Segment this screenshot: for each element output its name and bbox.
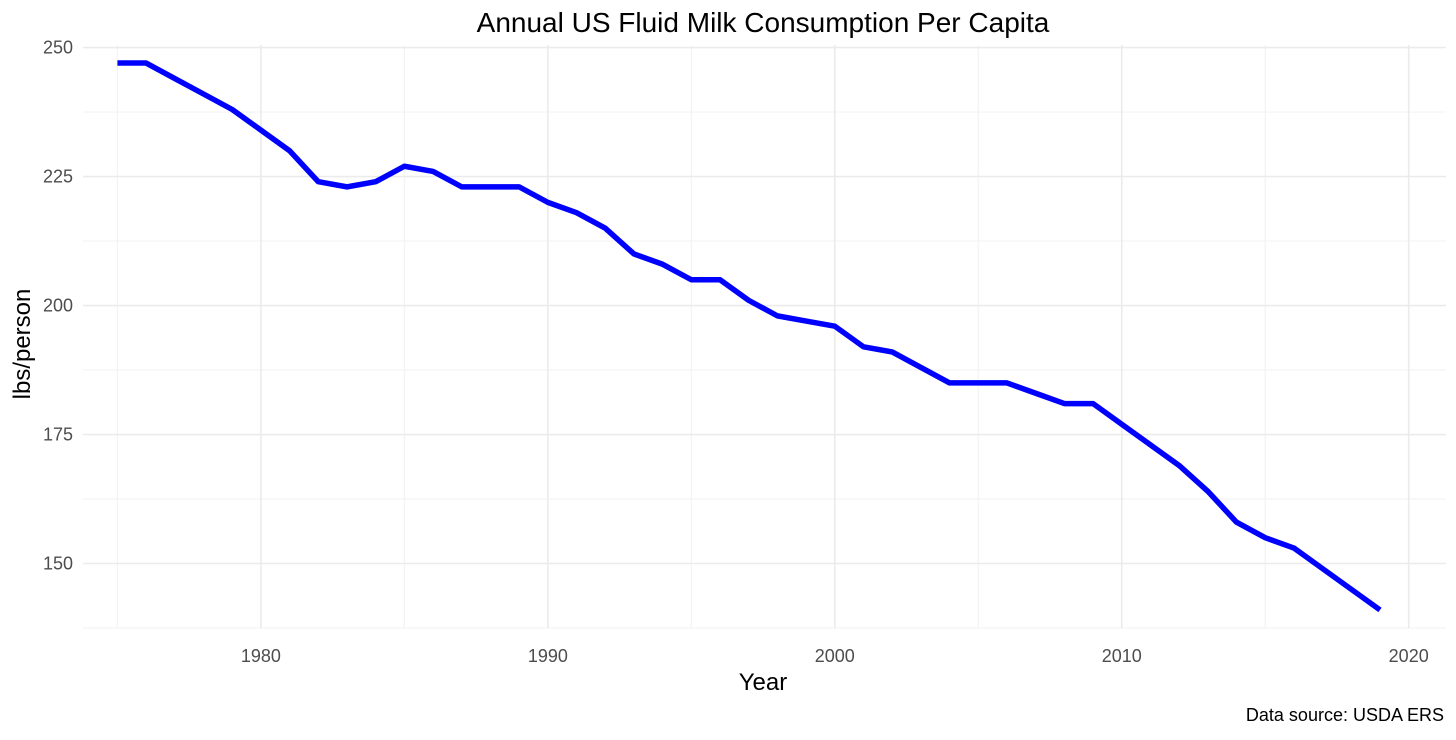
grid-layer [83,45,1446,629]
series-layer [117,60,1382,613]
y-axis-title: lbs/person [9,289,36,400]
x-tick-label: 2000 [815,646,855,666]
x-tick-label: 2010 [1102,646,1142,666]
y-tick-label: 150 [43,554,73,574]
y-tick-label: 250 [43,38,73,58]
y-tick-label: 175 [43,425,73,445]
x-tick-label: 1980 [241,646,281,666]
x-axis-title: Year [739,669,788,696]
y-tick-label: 225 [43,167,73,187]
y-tick-label: 200 [43,296,73,316]
tick-label-layer: 1980 1990 2000 2010 2020 150 175 200 225 250 [43,38,1429,666]
chart-caption: Data source: USDA ERS [1246,705,1444,725]
x-tick-label: 2020 [1389,646,1429,666]
chart-title: Annual US Fluid Milk Consumption Per Cap… [477,7,1050,38]
x-tick-label: 1990 [528,646,568,666]
series-line [117,60,1382,613]
